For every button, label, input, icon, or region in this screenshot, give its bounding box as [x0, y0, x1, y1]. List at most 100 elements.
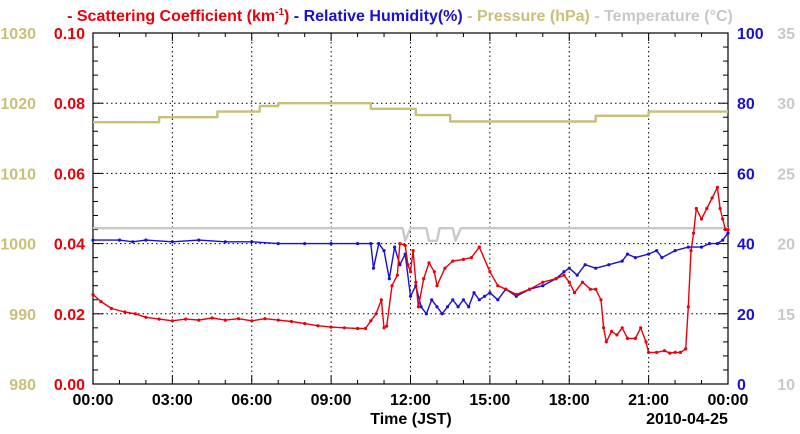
series-point — [726, 231, 730, 235]
legend-superscript: -1 — [275, 7, 284, 18]
series-point — [250, 240, 254, 244]
series-point — [488, 270, 492, 274]
pressure-tick-label: 1020 — [0, 96, 36, 113]
pressure-tick-label: 980 — [9, 377, 36, 394]
humidity-tick-label: 20 — [737, 307, 755, 324]
series-point — [699, 245, 704, 249]
series-point — [694, 206, 698, 211]
series-point — [133, 312, 137, 316]
series-point — [633, 256, 638, 260]
series-point — [419, 305, 423, 309]
series-point — [408, 270, 413, 274]
temperature-tick-label: 25 — [777, 166, 795, 183]
series-point — [99, 299, 103, 304]
series-point — [668, 351, 672, 355]
x-tick-label: 12:00 — [390, 392, 431, 409]
series-point — [451, 298, 455, 302]
series-point — [170, 240, 174, 244]
series-point — [303, 242, 307, 246]
series-point — [625, 252, 630, 256]
series-point — [655, 350, 659, 354]
series-point — [91, 238, 95, 242]
legend-entry: - Scattering Coefficient (km — [67, 8, 275, 25]
scattering-tick-label: 0.08 — [54, 96, 85, 113]
series-point — [610, 329, 614, 333]
series-point — [705, 206, 709, 211]
series-point — [686, 245, 690, 249]
series-point — [647, 350, 651, 354]
legend: - Scattering Coefficient (km-1) - Relati… — [67, 7, 733, 25]
pressure-tick-label: 1000 — [0, 237, 36, 254]
series-point — [469, 256, 473, 260]
series-line-scattering-coefficient — [92, 186, 728, 354]
series-point — [382, 249, 386, 253]
series-point — [414, 280, 418, 284]
series-point — [289, 319, 293, 324]
series-point — [371, 266, 376, 270]
humidity-tick-label: 100 — [737, 26, 764, 43]
legend-text: - Scattering Coefficient (km-1) - Relati… — [67, 7, 733, 25]
series-point — [655, 249, 659, 253]
humidity-tick-label: 0 — [737, 377, 746, 394]
series-point — [117, 238, 122, 242]
x-tick-label: 18:00 — [549, 392, 590, 409]
series-point — [390, 284, 394, 288]
x-tick-label: 09:00 — [311, 392, 352, 409]
series-point — [406, 263, 410, 267]
series-point — [580, 280, 585, 284]
series-point — [435, 305, 439, 309]
scattering-tick-label: 0.04 — [54, 237, 85, 254]
x-tick-label: 21:00 — [628, 392, 669, 409]
series-point — [686, 305, 690, 309]
series-point — [602, 326, 606, 330]
series-line-pressure — [93, 101, 728, 124]
series-point — [369, 242, 373, 246]
series-point — [567, 266, 571, 270]
pressure-tick-label: 1010 — [0, 166, 36, 183]
series-point — [588, 287, 593, 291]
series-point — [363, 326, 368, 331]
series-point — [707, 242, 712, 246]
series-point — [660, 256, 664, 260]
series-point — [699, 217, 704, 221]
series-point — [403, 243, 407, 247]
legend-entry: - Pressure (hPa) — [463, 8, 590, 25]
series-line-temperature — [93, 226, 728, 243]
series-point — [377, 242, 381, 246]
series-point — [316, 324, 320, 328]
series-point — [369, 319, 373, 323]
scattering-axis: 0.00 0.02 0.04 0.06 0.08 0.10 — [54, 26, 85, 394]
humidity-tick-label: 40 — [737, 237, 755, 254]
series-point — [443, 266, 447, 270]
series-point — [673, 249, 677, 253]
series-point — [398, 263, 402, 267]
series-point — [483, 294, 487, 298]
series-point — [197, 318, 201, 322]
series-point — [197, 238, 201, 242]
date-label: 2010-04-25 — [646, 411, 728, 428]
series-point — [583, 263, 587, 267]
series-point — [456, 305, 460, 309]
temperature-tick-label: 15 — [777, 307, 795, 324]
series-point — [715, 185, 720, 189]
series-point — [395, 273, 399, 277]
x-axis-label: Time (JST) — [370, 411, 452, 428]
series-point — [144, 238, 148, 242]
series-point — [562, 270, 566, 274]
series-point — [562, 273, 566, 277]
series-point — [461, 298, 465, 302]
series-point — [684, 347, 688, 351]
series-point — [496, 284, 500, 288]
legend-entry: - Temperature (°C) — [590, 8, 733, 25]
series-point — [210, 316, 214, 320]
series-point — [477, 298, 481, 302]
series-point — [382, 326, 386, 330]
series-point — [144, 315, 148, 319]
series-point — [528, 287, 532, 291]
series-point — [427, 261, 431, 265]
x-tick-label: 03:00 — [152, 392, 193, 409]
series-point — [250, 319, 254, 323]
series-point — [594, 287, 598, 291]
series-point — [607, 263, 611, 267]
